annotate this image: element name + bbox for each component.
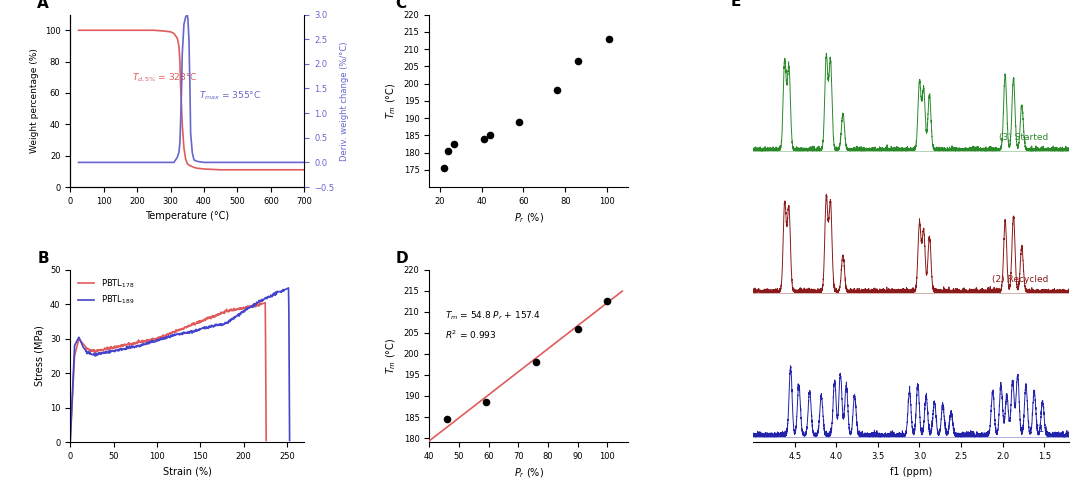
Point <box>440 147 457 155</box>
Y-axis label: Weight percentage (%): Weight percentage (%) <box>30 49 39 153</box>
Text: $T_{max}$ = 355°C: $T_{max}$ = 355°C <box>199 89 261 102</box>
Text: $T_m$ = 54.8 $P_r$ + 157.4: $T_m$ = 54.8 $P_r$ + 157.4 <box>445 309 541 322</box>
Point <box>569 325 586 332</box>
Point <box>482 131 499 139</box>
Point <box>511 118 528 125</box>
Text: (1): (1) <box>1036 425 1049 434</box>
PBTL$_{189}$ <box>283 437 296 443</box>
PBTL$_{189}$ <box>193 326 206 331</box>
Point <box>549 87 566 94</box>
PBTL$_{189}$ <box>103 349 116 355</box>
Y-axis label: Deriv. weight change (%/°C): Deriv. weight change (%/°C) <box>340 41 349 160</box>
Line: PBTL$_{178}$: PBTL$_{178}$ <box>70 303 266 442</box>
PBTL$_{178}$ <box>212 311 225 317</box>
PBTL$_{178}$ <box>259 300 272 306</box>
PBTL$_{178}$ <box>194 319 207 325</box>
Point <box>600 35 618 43</box>
Text: B: B <box>38 251 49 266</box>
X-axis label: Temperature (°C): Temperature (°C) <box>145 211 229 221</box>
PBTL$_{189}$ <box>282 285 295 291</box>
X-axis label: f1 (ppm): f1 (ppm) <box>890 467 932 477</box>
Y-axis label: $T_m$ (°C): $T_m$ (°C) <box>384 338 399 374</box>
Point <box>475 135 492 142</box>
Text: $R^2$ = 0.993: $R^2$ = 0.993 <box>445 329 497 341</box>
X-axis label: $P_r$ (%): $P_r$ (%) <box>514 211 543 225</box>
Point <box>569 57 586 65</box>
Text: E: E <box>731 0 741 9</box>
Text: D: D <box>395 251 408 266</box>
Legend: PBTL$_{178}$, PBTL$_{189}$: PBTL$_{178}$, PBTL$_{189}$ <box>75 274 138 310</box>
Text: $T_{d,5\%}$ = 328°C: $T_{d,5\%}$ = 328°C <box>132 72 198 84</box>
Y-axis label: $T_m$ (°C): $T_m$ (°C) <box>384 83 399 119</box>
Text: (2) Recycled: (2) Recycled <box>993 275 1049 284</box>
Point <box>435 164 453 172</box>
Text: (3) Started: (3) Started <box>999 133 1049 142</box>
PBTL$_{189}$ <box>163 334 176 340</box>
Point <box>527 359 544 366</box>
PBTL$_{178}$ <box>179 325 192 330</box>
PBTL$_{178}$ <box>152 336 165 342</box>
Y-axis label: Stress (MPa): Stress (MPa) <box>35 326 44 386</box>
Point <box>438 415 456 423</box>
Point <box>598 297 616 305</box>
PBTL$_{189}$ <box>120 346 133 352</box>
PBTL$_{178}$ <box>98 345 111 351</box>
PBTL$_{189}$ <box>211 321 224 327</box>
PBTL$_{178}$ <box>64 439 77 445</box>
X-axis label: Strain (%): Strain (%) <box>163 467 212 477</box>
PBTL$_{189}$ <box>64 439 77 445</box>
Text: A: A <box>38 0 50 11</box>
PBTL$_{178}$ <box>114 343 127 349</box>
Point <box>446 140 463 148</box>
PBTL$_{189}$ <box>229 314 242 320</box>
Point <box>477 399 495 406</box>
Text: C: C <box>395 0 406 11</box>
Line: PBTL$_{189}$: PBTL$_{189}$ <box>70 288 289 442</box>
PBTL$_{178}$ <box>259 437 272 443</box>
X-axis label: $P_r$ (%): $P_r$ (%) <box>514 467 543 480</box>
